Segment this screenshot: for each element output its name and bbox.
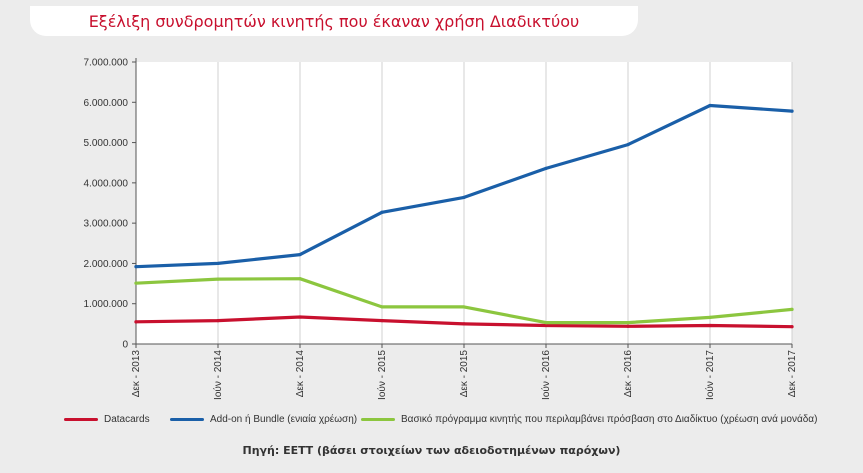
- x-tick-label: Ιούν - 2015: [376, 350, 388, 400]
- legend-label-basic-plan: Βασικό πρόγραμμα κινητής που περιλαμβάνε…: [401, 414, 818, 425]
- data-point-addon-bundle: [134, 265, 138, 269]
- data-point-addon-bundle: [544, 166, 548, 170]
- data-point-addon-bundle: [298, 252, 302, 257]
- data-point-datacards: [708, 323, 712, 328]
- data-point-addon-bundle: [708, 103, 712, 108]
- x-tick-label: Ιούν - 2014: [212, 350, 224, 400]
- y-tick-label: 0: [122, 340, 128, 351]
- chart-title-tab: Εξέλιξη συνδρομητών κινητής που έκαναν χ…: [30, 6, 638, 36]
- x-tick-label: Δεκ - 2013: [131, 350, 142, 398]
- legend-label-addon-bundle: Add-on ή Bundle (ενιαία χρέωση): [210, 414, 358, 425]
- y-tick-label: 2.000.000: [84, 259, 129, 270]
- x-tick-label: Δεκ - 2016: [623, 350, 634, 398]
- data-point-basic-plan: [790, 307, 794, 311]
- data-point-datacards: [626, 324, 630, 328]
- data-point-datacards: [216, 319, 220, 323]
- x-tick-label: Δεκ - 2017: [787, 350, 798, 398]
- legend-label-datacards: Datacards: [104, 414, 150, 425]
- x-tick-label: Δεκ - 2014: [295, 350, 306, 398]
- x-tick-label: Δεκ - 2015: [459, 350, 470, 398]
- x-tick-label: Ιούν - 2016: [540, 350, 552, 400]
- data-point-datacards: [380, 319, 384, 323]
- y-tick-label: 7.000.000: [84, 58, 129, 69]
- data-point-addon-bundle: [462, 195, 466, 199]
- data-point-datacards: [298, 315, 302, 319]
- legend-swatch-addon-bundle: [170, 418, 204, 421]
- data-point-basic-plan: [216, 277, 220, 281]
- data-point-basic-plan: [708, 315, 712, 320]
- data-point-basic-plan: [544, 321, 548, 325]
- legend-item-addon-bundle: Add-on ή Bundle (ενιαία χρέωση): [170, 414, 357, 425]
- x-tick-label: Ιούν - 2017: [704, 350, 716, 400]
- y-tick-label: 1.000.000: [84, 299, 129, 310]
- legend-item-datacards: Datacards: [64, 414, 150, 425]
- data-point-basic-plan: [462, 305, 466, 309]
- legend-swatch-basic-plan: [361, 418, 395, 421]
- y-tick-label: 6.000.000: [84, 98, 129, 109]
- y-tick-label: 5.000.000: [84, 138, 129, 149]
- data-point-datacards: [462, 322, 466, 326]
- chart-legend: Datacards Add-on ή Bundle (ενιαία χρέωση…: [64, 414, 854, 430]
- data-point-basic-plan: [626, 321, 630, 325]
- source-note: Πηγή: ΕΕΤΤ (βάσει στοιχείων των αδειοδοτ…: [242, 444, 621, 457]
- data-point-basic-plan: [380, 305, 384, 309]
- data-point-basic-plan: [298, 277, 302, 281]
- data-point-addon-bundle: [626, 142, 630, 147]
- y-tick-label: 4.000.000: [84, 178, 129, 189]
- legend-swatch-datacards: [64, 418, 98, 421]
- data-point-addon-bundle: [380, 210, 384, 214]
- legend-item-basic-plan: Βασικό πρόγραμμα κινητής που περιλαμβάνε…: [361, 414, 817, 425]
- data-point-basic-plan: [134, 281, 138, 285]
- data-point-addon-bundle: [216, 261, 220, 266]
- data-point-addon-bundle: [790, 109, 794, 113]
- data-point-datacards: [134, 320, 138, 324]
- chart-title: Εξέλιξη συνδρομητών κινητής που έκαναν χ…: [88, 11, 580, 31]
- data-point-datacards: [790, 325, 794, 329]
- y-tick-label: 3.000.000: [84, 219, 129, 230]
- data-point-datacards: [544, 323, 548, 328]
